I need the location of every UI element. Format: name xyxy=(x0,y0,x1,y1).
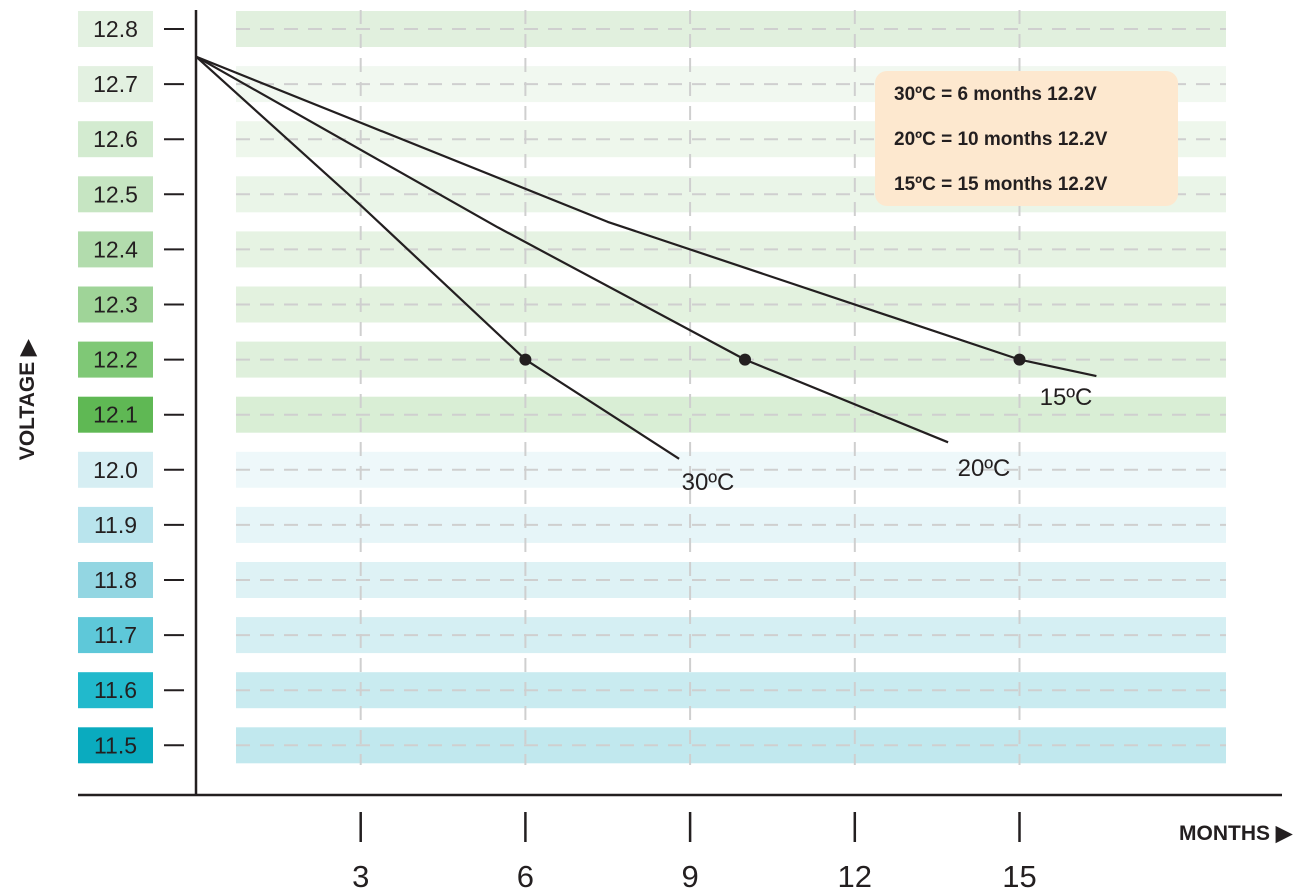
x-axis-ticks: 3 6 9 12 15 xyxy=(352,812,1037,894)
x-tick-label: 6 xyxy=(517,859,534,894)
x-tick-label: 3 xyxy=(352,859,369,894)
y-tick-label: 12.3 xyxy=(93,292,138,318)
series-label: 30ºC xyxy=(682,469,735,496)
series-line xyxy=(195,55,1097,378)
annotation-line: 30ºC = 6 months 12.2V xyxy=(894,84,1097,105)
series-line xyxy=(195,55,949,444)
y-tick-swatch xyxy=(78,727,153,764)
y-tick-swatch xyxy=(78,617,153,654)
y-tick-label: 12.1 xyxy=(93,402,138,428)
series-marker xyxy=(739,353,751,366)
y-tick-label: 12.8 xyxy=(93,16,138,42)
annotation-background xyxy=(875,71,1178,206)
y-tick-label: 12.2 xyxy=(93,347,138,373)
x-axis-title: MONTHS ▶ xyxy=(1179,822,1293,845)
y-tick-label: 12.6 xyxy=(93,126,138,152)
y-axis-ticks: 12.8 12.7 12.6 12.5 12.4 12.3 12.2 12.1 12.0 11.9… xyxy=(78,11,184,764)
series-line xyxy=(195,55,680,460)
y-tick-swatch xyxy=(78,341,153,378)
y-tick-swatch xyxy=(78,451,153,488)
y-tick-label: 11.6 xyxy=(94,677,137,703)
y-tick-swatch xyxy=(78,231,153,268)
y-tick-swatch xyxy=(78,562,153,598)
y-tick-label: 12.4 xyxy=(93,236,138,262)
y-tick-label: 12.7 xyxy=(93,71,138,97)
y-tick-label: 12.5 xyxy=(93,181,138,207)
y-tick-swatch xyxy=(78,672,153,709)
annotation-box: 30ºC = 6 months 12.2V 20ºC = 10 months 12… xyxy=(875,71,1178,206)
y-tick-swatch xyxy=(78,506,153,543)
x-tick-label: 9 xyxy=(681,859,698,894)
y-tick-swatch xyxy=(78,396,153,433)
series-label: 15ºC xyxy=(1040,384,1093,411)
y-tick-swatch xyxy=(78,121,153,158)
series-lines: 30ºC 20ºC 15ºC xyxy=(195,55,1097,496)
y-tick-label: 11.7 xyxy=(94,622,137,648)
y-tick-label: 12.0 xyxy=(93,457,138,483)
x-tick-label: 15 xyxy=(1002,859,1036,894)
y-tick-swatch xyxy=(78,286,153,323)
series-marker xyxy=(1013,353,1026,366)
series-label: 20ºC xyxy=(958,455,1011,482)
annotation-line: 20ºC = 10 months 12.2V xyxy=(894,129,1108,150)
y-tick-label: 11.5 xyxy=(94,732,137,758)
y-tick-swatch xyxy=(78,66,153,103)
y-tick-swatch xyxy=(78,176,153,213)
annotation-line: 15ºC = 15 months 12.2V xyxy=(894,174,1108,195)
axes xyxy=(78,10,1282,797)
y-tick-label: 11.9 xyxy=(94,512,137,538)
series-marker xyxy=(519,353,532,366)
y-axis-title: VOLTAGE ▶ xyxy=(16,339,39,460)
x-tick-label: 12 xyxy=(838,859,872,894)
y-tick-label: 11.8 xyxy=(94,567,137,593)
y-tick-swatch xyxy=(78,11,153,47)
